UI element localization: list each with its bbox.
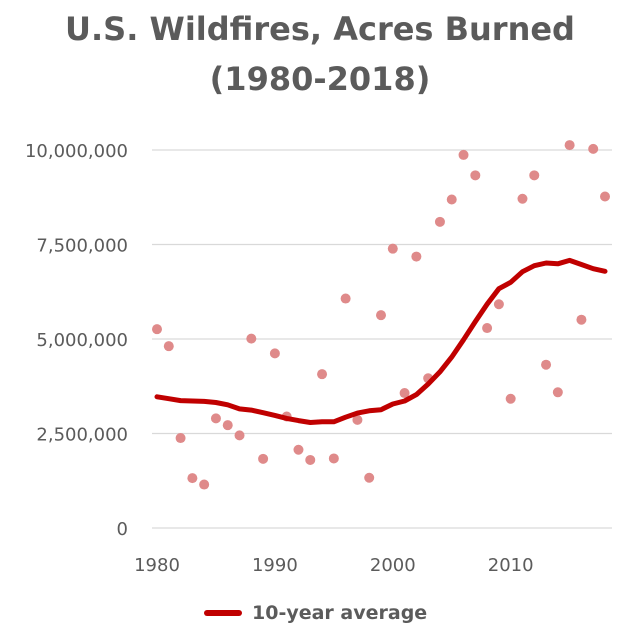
x-axis-tick-labels: 1980 1990 2000 2010	[134, 555, 533, 576]
y-tick-label: 0	[117, 519, 128, 540]
chart-title: U.S. Wildfires, Acres Burned (1980-2018)	[0, 4, 640, 104]
data-point	[387, 243, 398, 254]
data-point	[505, 393, 516, 404]
y-tick-label: 5,000,000	[36, 330, 128, 351]
data-point	[541, 359, 552, 370]
x-tick-label: 2000	[370, 555, 416, 576]
data-point	[576, 314, 587, 325]
data-point	[175, 433, 186, 444]
data-point	[210, 413, 221, 424]
x-tick-label: 2010	[488, 555, 534, 576]
y-tick-label: 10,000,000	[25, 141, 128, 162]
ten-year-average-line	[154, 257, 608, 425]
data-point	[458, 149, 469, 160]
legend: 10-year average	[204, 598, 427, 628]
y-tick-label: 7,500,000	[36, 236, 128, 257]
data-point	[588, 143, 599, 154]
data-point	[317, 369, 328, 380]
data-point	[234, 430, 245, 441]
data-point	[352, 414, 363, 425]
data-point	[482, 323, 493, 334]
legend-swatch-line	[204, 610, 242, 616]
data-point	[470, 170, 481, 181]
data-point	[376, 310, 386, 321]
data-point	[446, 194, 457, 205]
chart-title-line-1: U.S. Wildfires, Acres Burned	[65, 10, 575, 48]
data-point	[269, 348, 280, 359]
data-point	[493, 299, 504, 310]
data-point	[163, 341, 174, 352]
data-points	[152, 140, 610, 490]
data-point	[600, 191, 610, 202]
x-tick-label: 1980	[134, 555, 180, 576]
data-point	[328, 453, 339, 464]
data-point	[434, 216, 445, 227]
legend-label: 10-year average	[252, 602, 428, 624]
data-point	[411, 251, 422, 262]
data-point	[399, 388, 410, 399]
average-line-layer	[154, 257, 608, 425]
data-point	[564, 140, 575, 151]
data-point	[152, 324, 162, 335]
data-point	[552, 387, 563, 398]
data-point	[187, 473, 198, 484]
chart-title-line-2: (1980-2018)	[209, 60, 431, 98]
data-point	[222, 420, 233, 431]
data-point	[199, 479, 210, 490]
data-point	[364, 472, 375, 483]
x-tick-label: 1990	[252, 555, 298, 576]
y-axis-tick-labels: 0 2,500,000 5,000,000 7,500,000 10,000,000	[25, 141, 128, 540]
data-point	[529, 170, 540, 181]
data-point	[305, 454, 316, 465]
data-point	[517, 193, 528, 204]
data-point	[258, 453, 269, 464]
data-point	[246, 333, 257, 344]
data-point	[293, 444, 304, 455]
gridlines	[152, 149, 612, 529]
data-point	[340, 293, 351, 304]
y-tick-label: 2,500,000	[36, 425, 128, 446]
